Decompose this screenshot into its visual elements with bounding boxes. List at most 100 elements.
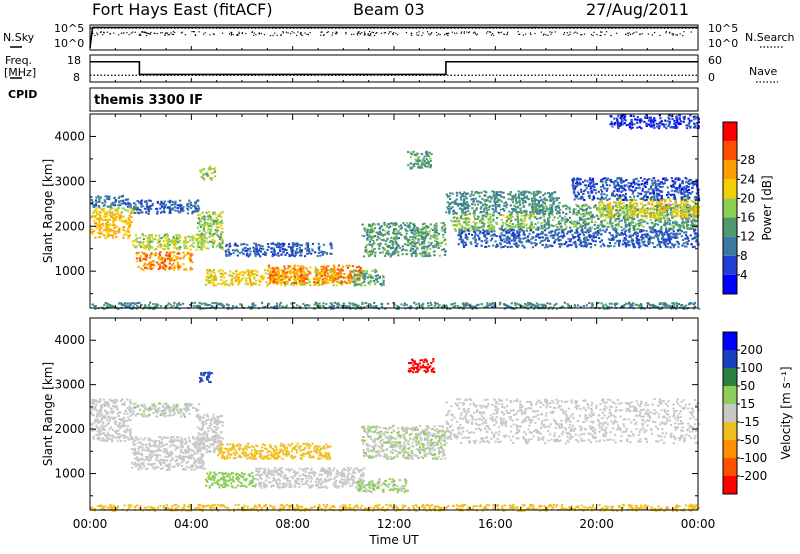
heatmap-cell	[519, 209, 522, 212]
heatmap-cell	[114, 201, 117, 204]
heatmap-cell	[176, 204, 179, 207]
heatmap-cell	[128, 214, 131, 217]
heatmap-cell	[332, 284, 335, 287]
heatmap-cell	[182, 251, 185, 254]
heatmap-cell	[525, 195, 529, 198]
heatmap-cell	[457, 243, 460, 246]
heatmap-cell	[218, 242, 221, 245]
heatmap-cell	[417, 241, 420, 244]
heatmap-cell	[636, 232, 639, 235]
heatmap-cell	[394, 228, 398, 231]
heatmap-cell	[692, 224, 696, 227]
heatmap-cell	[193, 204, 196, 207]
noise-sample	[230, 31, 232, 33]
heatmap-cell	[670, 232, 673, 235]
heatmap-cell	[537, 221, 540, 224]
heatmap-cell	[479, 219, 482, 222]
heatmap-cell	[593, 232, 596, 235]
heatmap-cell	[154, 252, 157, 255]
heatmap-cell	[355, 266, 359, 269]
heatmap-cell	[267, 243, 270, 245]
heatmap-cell	[306, 245, 309, 248]
heatmap-cell	[113, 226, 116, 229]
noise-sample	[320, 31, 322, 33]
heatmap-cell	[523, 210, 526, 213]
heatmap-cell	[343, 273, 346, 275]
heatmap-cell	[306, 249, 309, 252]
heatmap-cell	[209, 240, 212, 243]
heatmap-cell	[462, 212, 465, 215]
heatmap-cell	[647, 239, 650, 242]
noise-sample	[679, 33, 681, 35]
heatmap-cell	[150, 207, 153, 210]
heatmap-cell	[464, 210, 467, 213]
heatmap-cell	[424, 151, 428, 154]
heatmap-cell	[259, 255, 262, 258]
heatmap-cell	[197, 243, 200, 246]
heatmap-cell	[357, 269, 360, 272]
heatmap-cell	[498, 199, 501, 202]
heatmap-cell	[336, 272, 339, 275]
heatmap-cell	[95, 208, 98, 211]
heatmap-cell	[467, 232, 471, 235]
heatmap-cell	[292, 267, 296, 269]
heatmap-cell	[633, 217, 636, 220]
heatmap-cell	[531, 246, 534, 249]
heatmap-cell	[550, 193, 553, 196]
power-panel-region-2	[90, 212, 133, 240]
heatmap-cell	[175, 255, 178, 258]
heatmap-cell	[479, 230, 482, 233]
heatmap-cell	[422, 237, 425, 240]
heatmap-cell	[527, 235, 530, 237]
heatmap-cell	[417, 239, 420, 242]
heatmap-cell	[421, 252, 424, 255]
heatmap-cell	[316, 280, 319, 283]
heatmap-cell	[428, 252, 431, 254]
heatmap-cell	[213, 233, 216, 236]
heatmap-cell	[525, 227, 529, 230]
heatmap-cell	[610, 216, 613, 219]
heatmap-cell	[92, 230, 96, 233]
heatmap-cell	[656, 223, 659, 226]
heatmap-cell	[280, 275, 283, 277]
heatmap-cell	[649, 227, 652, 230]
heatmap-cell	[358, 283, 362, 286]
heatmap-cell	[269, 279, 272, 282]
heatmap-cell	[504, 227, 507, 230]
noise-sample	[542, 34, 545, 36]
heatmap-cell	[672, 233, 675, 236]
heatmap-cell	[628, 214, 632, 217]
heatmap-cell	[196, 214, 200, 216]
heatmap-cell	[460, 198, 463, 201]
heatmap-cell	[252, 273, 255, 275]
heatmap-cell	[209, 269, 212, 271]
heatmap-cell	[122, 207, 125, 210]
heatmap-cell	[692, 208, 695, 211]
heatmap-cell	[368, 250, 371, 253]
heatmap-cell	[201, 232, 204, 235]
heatmap-cell	[186, 212, 190, 215]
heatmap-cell	[559, 239, 562, 242]
heatmap-cell	[508, 231, 511, 234]
heatmap-cell	[680, 235, 683, 238]
heatmap-cell	[322, 243, 325, 246]
heatmap-cell	[672, 221, 675, 224]
heatmap-cell	[328, 279, 331, 281]
heatmap-cell	[367, 281, 370, 284]
noise-sample	[563, 32, 566, 34]
heatmap-cell	[515, 211, 518, 214]
heatmap-cell	[464, 236, 467, 239]
heatmap-cell	[440, 241, 443, 244]
noise-sample	[590, 33, 593, 36]
heatmap-cell	[451, 192, 454, 195]
heatmap-cell	[540, 224, 543, 227]
heatmap-cell	[192, 205, 195, 208]
heatmap-cell	[448, 212, 451, 215]
heatmap-cell	[93, 222, 96, 225]
heatmap-cell	[397, 254, 400, 257]
heatmap-cell	[230, 279, 233, 282]
noise-sample	[213, 33, 215, 36]
heatmap-cell	[221, 211, 224, 214]
noise-sample	[550, 33, 552, 35]
heatmap-cell	[127, 225, 130, 228]
